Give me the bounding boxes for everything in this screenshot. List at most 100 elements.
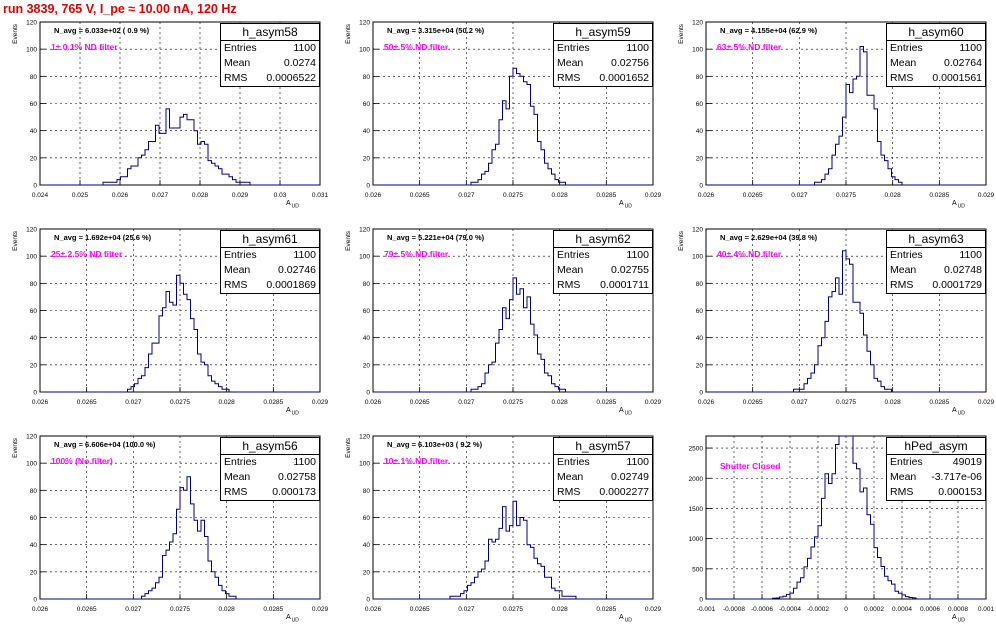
x-tick-label: 0.031 <box>312 192 329 199</box>
filter-annotation: 100% (No filter) <box>51 456 113 466</box>
y-tick-label: 80 <box>696 281 704 288</box>
y-tick-label: 100 <box>359 254 370 261</box>
stat-label: Entries <box>224 456 257 468</box>
stat-row-mean: Mean 0.02764 <box>887 56 985 71</box>
stat-value: 1100 <box>959 42 982 54</box>
y-tick-label: 120 <box>26 20 37 27</box>
y-tick-label: 100 <box>359 47 370 54</box>
stat-row-entries: Entries 1100 <box>554 455 652 470</box>
y-tick-label: 40 <box>363 542 371 549</box>
y-tick-label: 0 <box>366 183 370 190</box>
navg-header: N_avg = 3.315e+04 (50.2 %) <box>387 26 485 35</box>
stat-label: RMS <box>224 486 248 498</box>
x-tick-label: 0.0285 <box>596 606 616 613</box>
y-tick-label: 1500 <box>689 506 704 513</box>
stat-label: RMS <box>557 72 581 84</box>
x-tick-label: 0.024 <box>32 192 49 199</box>
stat-label: RMS <box>224 72 248 84</box>
stat-box-title: h_asym57 <box>554 438 652 455</box>
y-tick-label: 0 <box>699 597 703 604</box>
y-tick-label: 1000 <box>689 536 704 543</box>
y-tick-label: 120 <box>359 434 370 441</box>
stat-row-rms: RMS 0.0002277 <box>554 485 652 500</box>
x-tick-label: 0.0285 <box>929 192 949 199</box>
x-tick-label: 0.027 <box>791 192 808 199</box>
stat-value: 0.02764 <box>944 57 982 69</box>
stat-label: Mean <box>557 471 584 483</box>
stat-label: Entries <box>557 456 590 468</box>
stat-value: 1100 <box>959 249 982 261</box>
stat-label: RMS <box>224 279 248 291</box>
x-tick-label: 0.0285 <box>263 399 283 406</box>
x-tick-label: 0.028 <box>219 399 236 406</box>
histogram-pad-h_asym58: 0.024 0.025 0.026 0.027 0.028 0.029 0.03 0.031 0… <box>0 14 330 221</box>
stat-value: 1100 <box>293 456 316 468</box>
x-tick-label: 0.028 <box>552 606 569 613</box>
stat-label: RMS <box>557 279 581 291</box>
histogram-line-h_asym58 <box>40 108 320 186</box>
x-tick-label: 0.026 <box>32 606 49 613</box>
x-tick-label: 0.027 <box>458 606 475 613</box>
stat-label: Mean <box>557 57 584 69</box>
x-tick-label: 0.0265 <box>77 606 97 613</box>
stat-label: Entries <box>890 249 923 261</box>
stat-box: h_asym57 Entries 1100 Mean 0.02749 RMS 0.00022… <box>553 437 653 501</box>
stat-label: Mean <box>224 57 251 69</box>
stat-box: h_asym63 Entries 1100 Mean 0.02748 RMS 0.00017… <box>886 230 986 294</box>
stat-label: RMS <box>890 486 914 498</box>
histogram-pad-h_asym56: 0.026 0.0265 0.027 0.0275 0.028 0.0285 0.029 0 2… <box>0 428 330 635</box>
stat-value: 0.02748 <box>944 264 982 276</box>
x-tick-label: 0.027 <box>458 399 475 406</box>
stat-value: 0.02756 <box>611 57 649 69</box>
stat-box: h_asym56 Entries 1100 Mean 0.02758 RMS 0.00017… <box>220 437 320 501</box>
x-tick-label: 0.029 <box>312 606 329 613</box>
y-tick-label: 0 <box>366 597 370 604</box>
histogram-pad-h_asym62: 0.026 0.0265 0.027 0.0275 0.028 0.0285 0.029 0 2… <box>333 221 663 428</box>
stat-box-title: hPed_asym <box>887 438 985 455</box>
y-tick-label: 20 <box>363 569 371 576</box>
stat-value: -3.717e-06 <box>931 471 982 483</box>
stat-row-mean: Mean 0.02755 <box>554 263 652 278</box>
y-tick-label: 80 <box>363 74 371 81</box>
y-tick-label: 100 <box>26 461 37 468</box>
stat-value: 0.0001729 <box>932 279 982 291</box>
stat-box-title: h_asym62 <box>554 231 652 248</box>
x-tick-label: 0.027 <box>125 606 142 613</box>
x-tick-label: 0.0275 <box>503 606 523 613</box>
x-tick-label: 0.0275 <box>503 399 523 406</box>
x-tick-label: 0.026 <box>698 399 715 406</box>
x-tick-label: 0.0285 <box>929 399 949 406</box>
x-tick-label: 0.026 <box>112 192 129 199</box>
y-tick-label: 60 <box>363 515 371 522</box>
y-tick-label: 80 <box>363 281 371 288</box>
histogram-line-h_asym56 <box>40 476 320 600</box>
x-tick-label: 0.0275 <box>170 399 190 406</box>
x-tick-label: -0.0004 <box>779 606 801 613</box>
x-tick-label: 0.028 <box>219 606 236 613</box>
x-tick-label: 0.026 <box>365 399 382 406</box>
y-tick-label: 0 <box>699 183 703 190</box>
stat-box-title: h_asym56 <box>221 438 319 455</box>
y-tick-label: 100 <box>26 47 37 54</box>
filter-annotation: 50± 5% ND filter <box>384 42 449 52</box>
histogram-line-hPed_asym <box>706 435 986 600</box>
stat-value: 0.000173 <box>272 486 316 498</box>
stat-label: Entries <box>557 249 590 261</box>
navg-header: N_avg = 6.606e+04 (100.0 %) <box>54 440 156 449</box>
x-tick-label: 0.0265 <box>77 399 97 406</box>
histogram-plot-h_asym62: 0.026 0.0265 0.027 0.0275 0.028 0.0285 0.029 0 2… <box>345 227 662 417</box>
x-tick-label: 0.029 <box>232 192 249 199</box>
stat-box-title: h_asym59 <box>554 24 652 41</box>
stat-label: Entries <box>224 249 257 261</box>
x-axis-label: AUD <box>619 407 632 417</box>
x-tick-label: 0.029 <box>978 192 995 199</box>
stat-row-mean: Mean -3.717e-06 <box>887 470 985 485</box>
stat-row-mean: Mean 0.02748 <box>887 263 985 278</box>
x-tick-label: 0.028 <box>885 192 902 199</box>
x-tick-label: 0.029 <box>645 399 662 406</box>
y-tick-label: 40 <box>30 542 38 549</box>
stat-label: RMS <box>890 279 914 291</box>
stat-label: Mean <box>890 57 917 69</box>
y-tick-label: 80 <box>30 488 38 495</box>
histogram-line-h_asym62 <box>373 277 653 393</box>
